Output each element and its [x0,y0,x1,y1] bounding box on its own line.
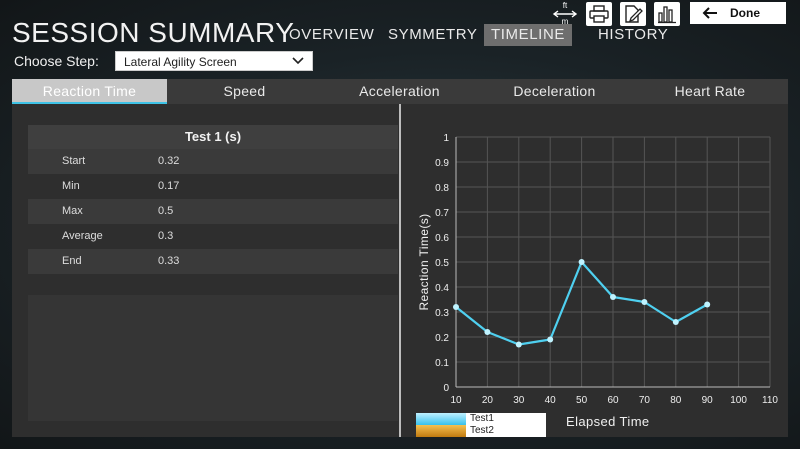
y-tick-label: 0.5 [435,258,449,269]
x-tick-label: 50 [576,395,588,406]
row-label: Average [62,230,103,242]
stats-header: Test 1 (s) [28,125,398,149]
x-tick-label: 40 [545,395,557,406]
legend-label-test1: Test1 [470,413,494,424]
row-value: 0.33 [158,255,180,267]
tab-deceleration[interactable]: Deceleration [513,83,596,99]
stats-table: Test 1 (s) Start 0.32 Min 0.17 Max 0.5 A… [28,125,398,274]
nav-history[interactable]: HISTORY [598,26,669,43]
tab-reaction-time-label: Reaction Time [42,83,137,99]
data-point [704,301,711,308]
printer-icon[interactable] [586,2,612,26]
step-select[interactable]: Lateral Agility Screen [115,51,313,71]
y-tick-label: 1 [443,133,449,144]
y-tick-label: 0.9 [435,158,449,169]
edit-document-icon[interactable] [620,2,646,26]
y-tick-label: 0.2 [435,333,449,344]
data-point [578,259,585,265]
table-row: Start 0.32 [28,149,398,174]
done-button[interactable]: Done [690,2,786,24]
x-tick-label: 100 [730,395,747,406]
step-selected-value: Lateral Agility Screen [124,55,237,69]
unit-toggle-icon[interactable]: ft m [550,2,580,26]
legend-label-test2: Test2 [470,425,494,436]
row-label: Start [62,155,86,167]
x-tick-label: 90 [702,395,714,406]
y-tick-label: 0.8 [435,183,449,194]
x-tick-label: 60 [607,395,619,406]
unit-bottom-label: m [561,17,569,26]
unit-top-label: ft [562,1,568,10]
tab-heart-rate[interactable]: Heart Rate [674,83,746,99]
y-tick-label: 0 [443,383,449,394]
data-point [453,304,459,310]
active-tab-indicator [12,102,167,104]
table-row: Average 0.3 [28,224,398,249]
done-label: Done [730,6,760,20]
data-point [484,329,491,335]
data-point [672,319,679,325]
data-point [515,341,522,348]
step-label: Choose Step: [14,53,99,69]
y-tick-label: 0.3 [435,308,449,319]
table-row: Max 0.5 [28,199,398,224]
row-value: 0.5 [158,205,174,217]
bar-chart-icon[interactable] [654,2,680,26]
y-tick-label: 0.7 [435,208,449,219]
tab-acceleration[interactable]: Acceleration [359,83,440,99]
y-axis-label: Reaction Time(s) [417,213,431,310]
stats-empty-area [28,295,398,421]
row-value: 0.17 [158,180,180,192]
x-tick-label: 20 [482,395,494,406]
row-value: 0.32 [158,155,180,167]
legend-swatch-test2 [416,425,466,437]
chart-legend: Test1 Test2 [416,413,546,437]
x-tick-label: 110 [762,395,778,406]
tab-speed[interactable]: Speed [223,83,266,99]
y-tick-label: 0.6 [435,233,449,244]
page-title: SESSION SUMMARY [12,17,295,48]
x-tick-label: 10 [450,395,462,406]
data-point [547,336,554,343]
x-tick-label: 30 [513,395,525,406]
panel-divider [399,104,401,437]
row-label: End [62,255,82,267]
back-arrow-icon [702,7,717,19]
legend-swatch-test1 [416,413,466,425]
metric-tabs: Reaction Time Speed Acceleration Deceler… [12,79,788,104]
y-tick-label: 0.4 [435,283,449,294]
data-point [641,299,648,305]
chevron-down-icon [292,57,304,65]
x-tick-label: 80 [670,395,682,406]
data-point [610,294,616,300]
table-row: End 0.33 [28,249,398,274]
nav-overview[interactable]: OVERVIEW [289,26,375,43]
nav-symmetry[interactable]: SYMMETRY [388,26,478,43]
table-row: Min 0.17 [28,174,398,199]
nav-timeline[interactable]: TIMELINE [484,24,572,46]
row-label: Min [62,180,80,192]
y-tick-label: 0.1 [435,358,449,369]
x-tick-label: 70 [639,395,651,406]
row-value: 0.3 [158,230,174,242]
row-label: Max [62,205,83,217]
chart-x-axis-label: Elapsed Time [566,414,650,429]
tab-reaction-time[interactable]: Reaction Time [12,79,167,104]
